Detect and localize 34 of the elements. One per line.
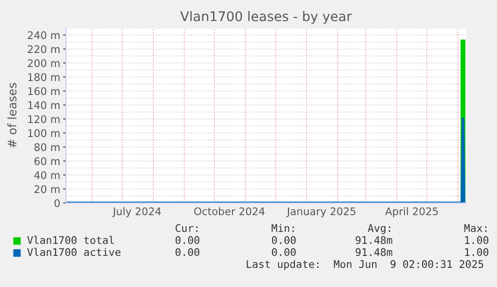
text: 0.00 xyxy=(176,248,200,256)
y-tick-label: 220 m xyxy=(28,45,60,54)
y-tick-label: 40 m xyxy=(34,171,60,180)
text: Min: xyxy=(272,224,294,232)
y-tick-label: 160 m xyxy=(28,87,60,96)
chart-title: Vlan1700 leases - by year xyxy=(180,11,352,24)
text: 0.00 xyxy=(272,236,296,244)
y-tick-label: 180 m xyxy=(28,73,60,82)
y-tick-label: 60 m xyxy=(34,157,60,166)
text: 91.48m xyxy=(356,248,392,256)
x-tick-label: April 2025 xyxy=(385,207,438,218)
text: Last update: Mon Jun 9 02:00:31 2025 xyxy=(246,260,484,270)
text: 91.48m xyxy=(356,236,392,244)
text: 1.00 xyxy=(465,248,488,256)
text: 0.00 xyxy=(272,248,296,256)
text: 0.00 xyxy=(176,236,200,244)
text: 1.00 xyxy=(465,236,488,244)
y-tick-label: 240 m xyxy=(28,31,60,40)
y-axis-title: # of leases xyxy=(7,83,16,148)
y-tick-label: 200 m xyxy=(28,59,60,68)
y-tick-label: 100 m xyxy=(28,129,60,138)
x-tick-label: October 2024 xyxy=(194,207,265,216)
text: Cur: xyxy=(176,224,198,232)
legend-label: Vlan1700 active xyxy=(27,248,120,256)
y-tick-label: 20 m xyxy=(34,185,60,194)
x-tick-label: July 2024 xyxy=(112,207,161,218)
y-tick-label: 120 m xyxy=(28,115,60,124)
y-tick-label: 140 m xyxy=(28,101,60,110)
legend-label: Vlan1700 total xyxy=(27,236,114,244)
y-tick-label: 0 xyxy=(54,199,60,208)
text: Max: xyxy=(464,224,486,232)
y-tick-label: 80 m xyxy=(34,143,60,152)
text: Avg: xyxy=(368,224,390,234)
x-tick-label: January 2025 xyxy=(286,207,356,218)
